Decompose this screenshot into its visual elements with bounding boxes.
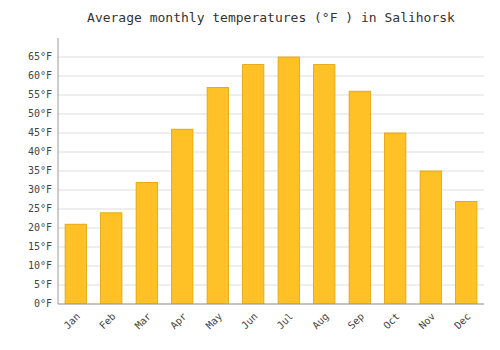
chart: 0°F 5°F 10°F 15°F 20°F 25°F 30°F 35°F 40°F 45°F 50…	[0, 0, 500, 350]
y-tick-label: 55°F	[28, 89, 52, 100]
x-tick-label: Mar	[133, 311, 154, 332]
y-tick-label: 5°F	[34, 279, 52, 290]
y-axis: 0°F 5°F 10°F 15°F 20°F 25°F 30°F 35°F 40°F 45°F 50…	[28, 51, 52, 309]
x-axis-line	[58, 304, 484, 305]
bar	[385, 133, 406, 304]
y-tick-label: 45°F	[28, 127, 52, 138]
grid-line	[58, 114, 484, 115]
y-axis-line	[58, 38, 59, 304]
x-tick-label: Jun	[239, 311, 260, 332]
bar	[420, 171, 441, 304]
grid-line	[58, 76, 484, 77]
x-axis: Jan Feb Mar Apr May Jun Jul Aug Sep Oct Nov Dec	[62, 311, 473, 332]
x-tick-label: Feb	[97, 311, 118, 332]
y-tick-label: 20°F	[28, 222, 52, 233]
x-tick-label: Aug	[310, 311, 331, 332]
y-tick-label: 15°F	[28, 241, 52, 252]
chart-container: 0°F 5°F 10°F 15°F 20°F 25°F 30°F 35°F 40°F 45°F 50…	[0, 0, 500, 350]
y-tick-label: 60°F	[28, 70, 52, 81]
x-tick-label: Apr	[168, 311, 189, 332]
x-tick-label: Dec	[452, 311, 473, 332]
bar	[65, 224, 86, 304]
bar	[278, 57, 299, 304]
bar	[314, 65, 335, 304]
bars	[65, 57, 477, 304]
y-tick-label: 65°F	[28, 51, 52, 62]
grid-line	[58, 57, 484, 58]
y-tick-label: 25°F	[28, 203, 52, 214]
bar	[101, 213, 122, 304]
bar	[172, 129, 193, 304]
x-tick-label: Jul	[275, 311, 296, 332]
bar	[207, 87, 228, 304]
x-tick-label: Jan	[62, 311, 83, 332]
title: Average monthly temperatures (°F ) in Sa…	[87, 10, 455, 25]
x-tick-label: May	[204, 311, 225, 332]
bar	[349, 91, 370, 304]
grid	[58, 57, 484, 304]
grid-line	[58, 95, 484, 96]
y-tick-label: 10°F	[28, 260, 52, 271]
bar	[243, 65, 264, 304]
y-tick-label: 35°F	[28, 165, 52, 176]
y-tick-label: 0°F	[34, 298, 52, 309]
y-tick-label: 40°F	[28, 146, 52, 157]
x-tick-label: Sep	[346, 311, 367, 332]
grid-line	[58, 133, 484, 134]
x-tick-label: Oct	[381, 311, 402, 332]
bar	[136, 182, 157, 304]
y-tick-label: 50°F	[28, 108, 52, 119]
y-tick-label: 30°F	[28, 184, 52, 195]
bar	[456, 201, 477, 304]
x-tick-label: Nov	[417, 311, 438, 332]
grid-line	[58, 304, 484, 305]
grid-line	[58, 152, 484, 153]
